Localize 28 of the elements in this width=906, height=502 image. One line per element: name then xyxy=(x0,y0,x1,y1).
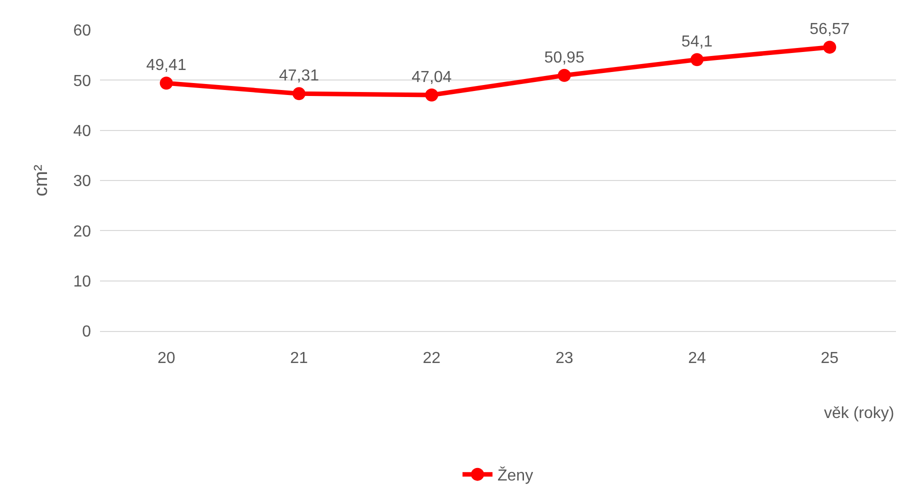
data-label: 50,95 xyxy=(544,49,584,66)
y-tick-label: 40 xyxy=(73,122,92,140)
point xyxy=(823,40,836,54)
x-axis-title: věk (roky) xyxy=(824,405,894,422)
y-tick-label: 0 xyxy=(82,324,92,341)
data-label: 47,04 xyxy=(412,68,452,86)
y-tick-label: 20 xyxy=(73,223,92,240)
y-tick-label: 50 xyxy=(73,72,92,90)
point xyxy=(292,87,306,100)
data-label: 47,31 xyxy=(278,68,320,85)
point xyxy=(558,68,571,82)
y-tick-label: 10 xyxy=(73,273,92,290)
x-tick-label: 25 xyxy=(820,350,839,368)
y-tick-label: 60 xyxy=(73,22,92,40)
y-tick-label: 30 xyxy=(73,173,92,190)
x-tick-label: 21 xyxy=(290,350,308,368)
legend-label: Ženy xyxy=(498,466,534,485)
x-tick-label: 22 xyxy=(422,350,441,368)
point xyxy=(690,53,704,66)
x-tick-label: 23 xyxy=(555,350,574,368)
x-tick-label: 24 xyxy=(688,350,706,368)
point xyxy=(425,88,438,102)
y-axis-title: cm² xyxy=(31,164,52,196)
data-label: 49,41 xyxy=(146,57,186,74)
data-label: 54,1 xyxy=(681,33,713,50)
data-label: 56,57 xyxy=(810,21,850,38)
point xyxy=(160,76,173,90)
x-tick-label: 20 xyxy=(157,350,176,368)
